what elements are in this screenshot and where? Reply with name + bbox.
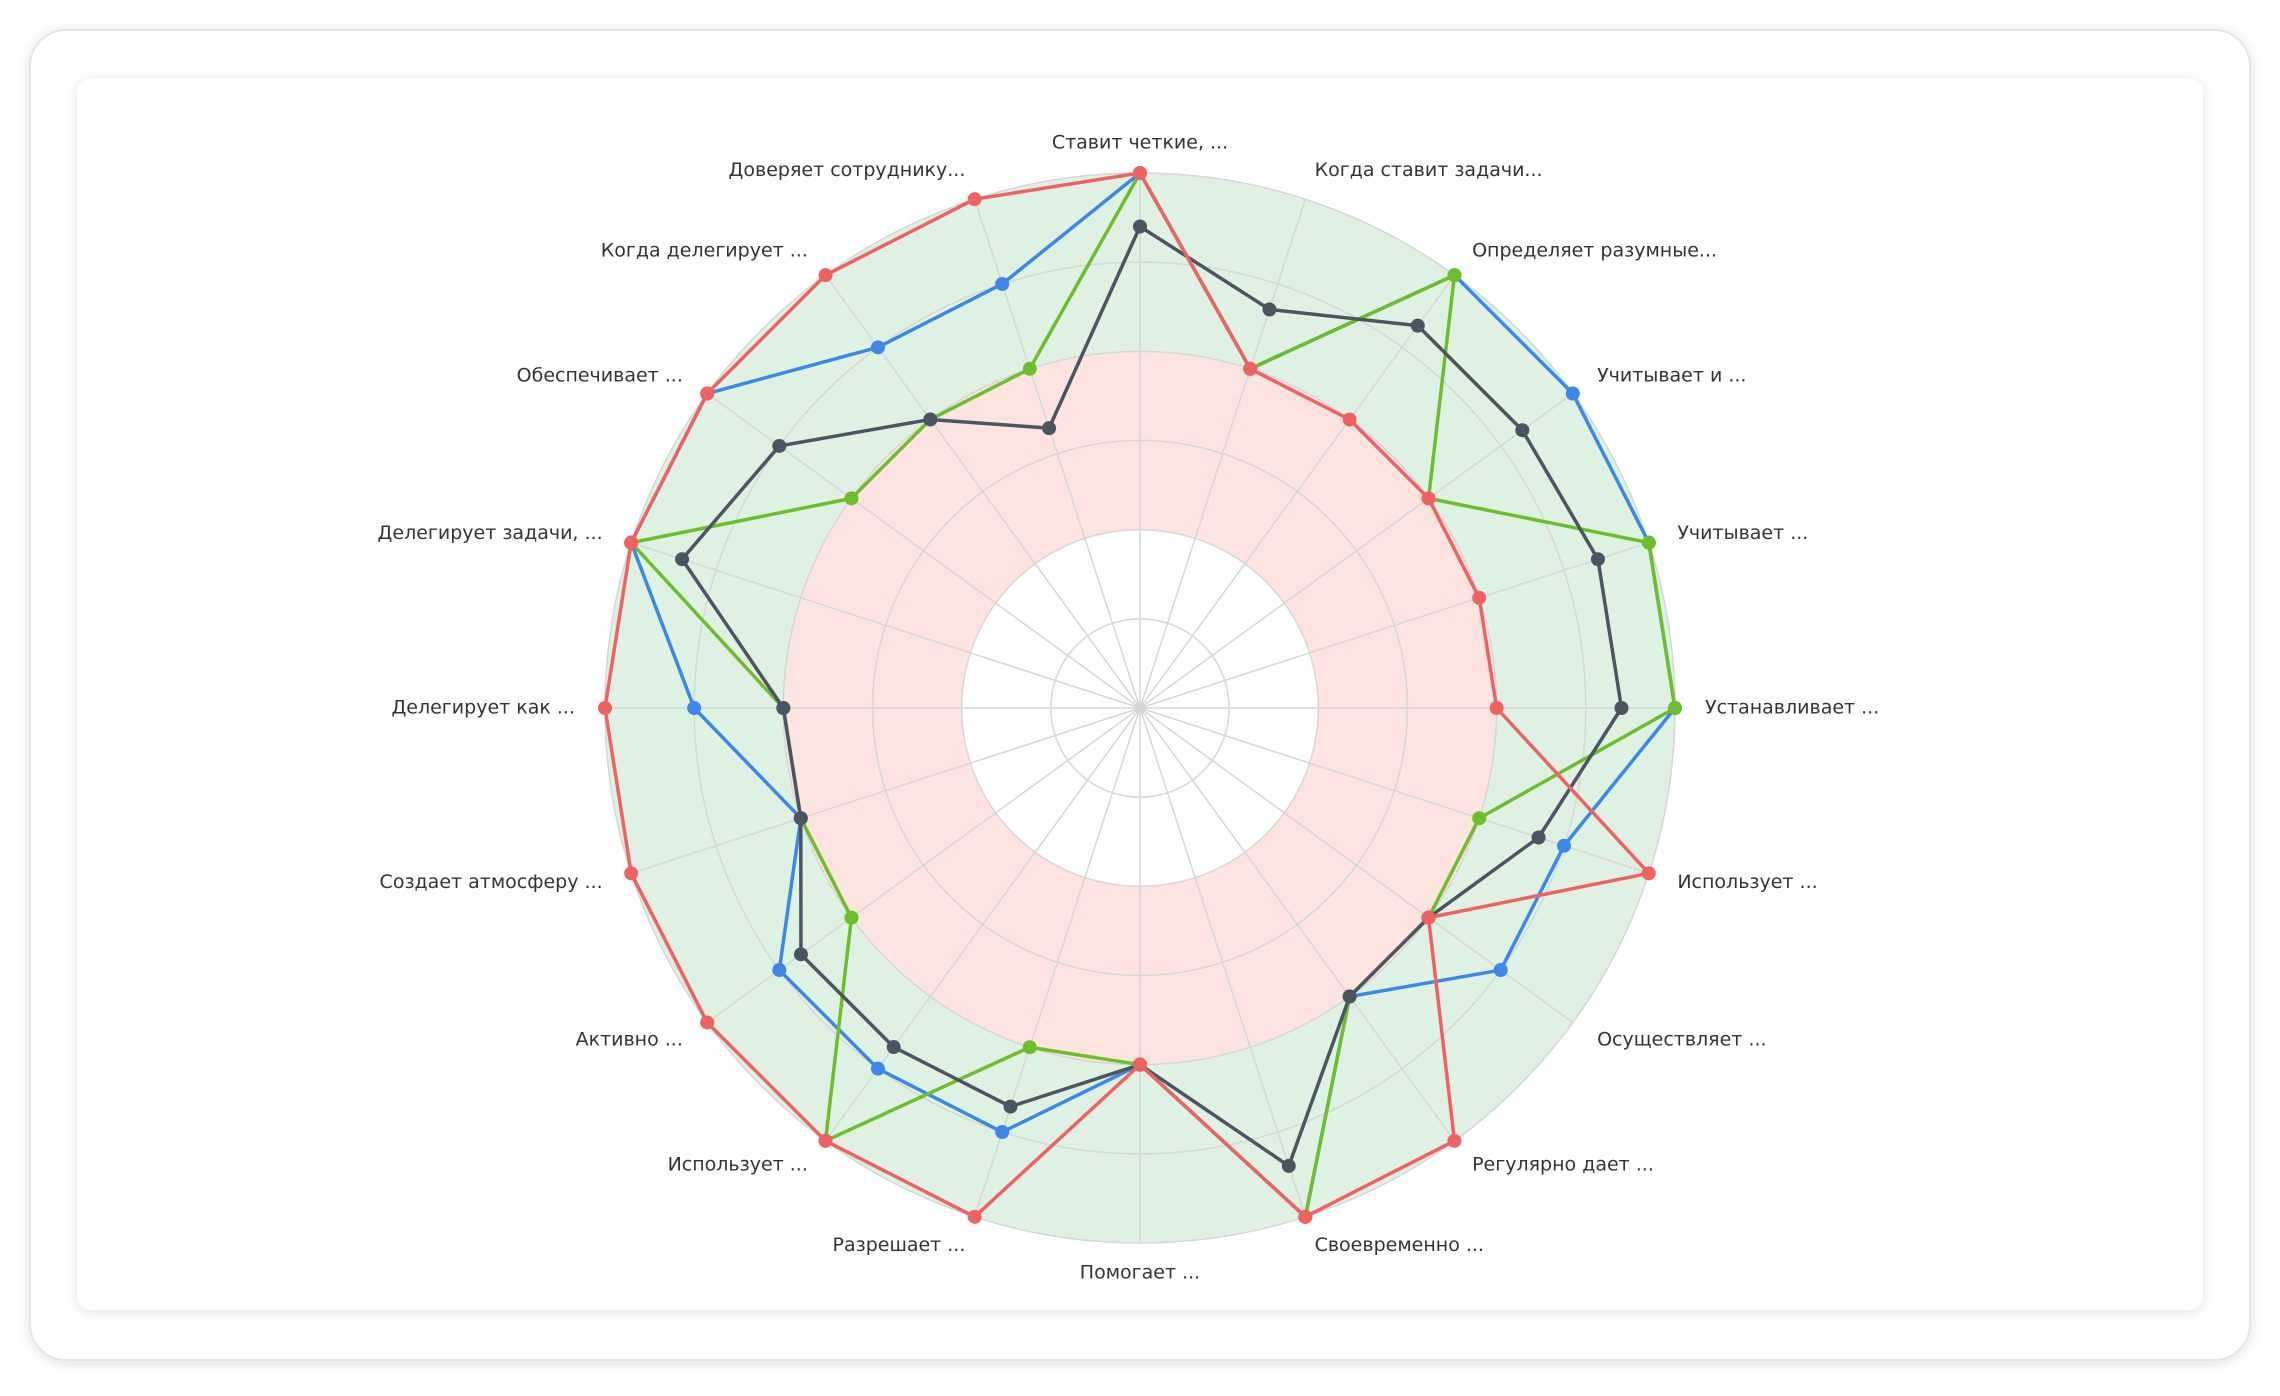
spoke: [1139, 198, 1307, 709]
data-point: [923, 412, 938, 427]
data-point: [1447, 268, 1462, 283]
axis-label: Доверяет сотруднику...: [729, 159, 966, 181]
data-point: [844, 491, 859, 506]
data-point: [1243, 361, 1258, 376]
axis-label: Когда делегирует ...: [601, 239, 808, 261]
data-point: [1421, 910, 1436, 925]
axis-label: Обеспечивает ...: [517, 364, 683, 386]
data-point: [1447, 1133, 1462, 1148]
plot-area: Ставит четкие, ... Когда ставит задачи...…: [378, 132, 1880, 1284]
data-point: [1421, 491, 1436, 506]
data-point: [886, 1040, 901, 1055]
axis-label: Своевременно ...: [1315, 1234, 1484, 1256]
data-point: [776, 701, 791, 715]
data-point: [772, 963, 787, 978]
axis-label: Делегирует задачи, ...: [378, 522, 603, 544]
axis-label: Активно ...: [576, 1029, 683, 1051]
data-point: [1531, 830, 1546, 845]
data-point: [1133, 166, 1147, 180]
axis-label: Определяет разумные...: [1472, 239, 1717, 261]
data-point: [1410, 318, 1425, 333]
axis-label: Делегирует как ...: [391, 697, 575, 719]
data-point: [1493, 963, 1508, 978]
data-point: [793, 811, 808, 826]
data-point: [1614, 701, 1629, 715]
data-point: [1262, 302, 1277, 317]
data-point: [1668, 701, 1682, 715]
data-point: [1590, 552, 1605, 567]
data-point: [598, 701, 612, 715]
data-point: [995, 276, 1010, 291]
data-point: [967, 192, 982, 207]
data-point: [687, 701, 702, 715]
data-point: [1022, 1040, 1037, 1055]
axis-label: Учитывает и ...: [1597, 364, 1746, 386]
axis-label: Регулярно дает ...: [1472, 1154, 1654, 1176]
axis-label: Когда ставит задачи...: [1315, 159, 1543, 181]
data-point: [1342, 989, 1357, 1004]
data-point: [1489, 701, 1504, 715]
axis-label: Создает атмосферу ...: [380, 871, 603, 893]
data-point: [1003, 1099, 1018, 1114]
data-point: [1022, 361, 1037, 376]
spoke: [1139, 541, 1650, 709]
axis-label: Помогает ...: [1080, 1262, 1200, 1284]
spoke: [1139, 707, 1456, 1142]
axis-label: Использует ...: [1677, 871, 1817, 893]
spoke: [1139, 392, 1574, 709]
band: [605, 173, 1675, 1243]
data-point: [870, 1061, 885, 1076]
data-point: [1298, 1209, 1313, 1224]
axis-label: Осуществляет ...: [1597, 1029, 1766, 1051]
data-point: [624, 866, 639, 881]
data-point: [772, 438, 787, 453]
spoke: [1139, 274, 1456, 709]
data-point: [700, 386, 715, 401]
spoke: [630, 541, 1141, 709]
spoke: [630, 707, 1141, 875]
data-point: [844, 910, 859, 925]
axis-label: Устанавливает ...: [1705, 697, 1879, 719]
data-point: [624, 535, 639, 550]
data-point: [1042, 421, 1057, 436]
axis-label: Ставит четкие, ...: [1052, 132, 1228, 154]
data-point: [1557, 838, 1572, 853]
data-point: [1641, 535, 1656, 550]
data-point: [870, 340, 885, 355]
data-point: [1342, 412, 1357, 427]
data-point: [1565, 386, 1580, 401]
data-point: [1472, 811, 1487, 826]
data-point: [818, 268, 833, 283]
data-point: [1641, 866, 1656, 881]
data-point: [1281, 1158, 1296, 1173]
data-point: [818, 1133, 833, 1148]
spoke: [1139, 707, 1307, 1218]
data-point: [995, 1125, 1010, 1140]
data-point: [1133, 219, 1147, 234]
data-point: [1133, 1057, 1147, 1072]
data-point: [700, 1015, 715, 1030]
axis-label: Разрешает ...: [832, 1234, 965, 1256]
data-point: [1515, 423, 1530, 438]
band: [783, 351, 1497, 1065]
data-point: [675, 552, 690, 567]
axis-label: Учитывает ...: [1677, 522, 1808, 544]
axis-label: Использует ...: [668, 1154, 808, 1176]
data-point: [967, 1209, 982, 1224]
data-point: [1472, 590, 1487, 605]
data-point: [793, 947, 808, 962]
